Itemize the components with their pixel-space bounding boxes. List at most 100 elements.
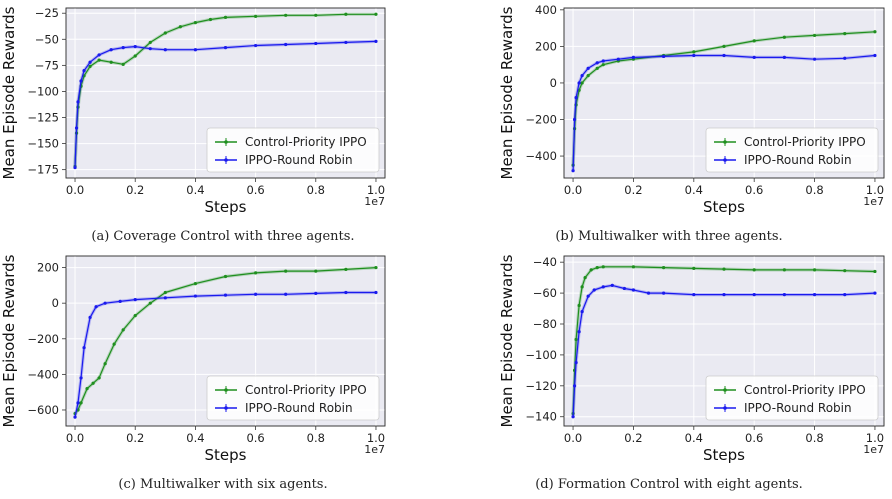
chart-2: −600 −400 −200 0 200 0.0 0.2 0.4 0.6 0.8 1.0 Steps M…	[0, 254, 386, 464]
data-point	[193, 294, 198, 298]
data-point	[103, 301, 107, 305]
legend-label: Control-Priority IPPO	[245, 135, 367, 149]
legend-box	[705, 127, 879, 173]
legend-label: Control-Priority IPPO	[744, 135, 866, 149]
legend-label: IPPO-Round Robin	[245, 401, 353, 415]
data-point	[193, 48, 198, 52]
data-point	[580, 74, 584, 78]
data-point	[752, 268, 756, 272]
data-point	[662, 54, 666, 59]
data-point	[314, 269, 318, 273]
data-point	[571, 169, 575, 173]
y-tick-label: −175	[27, 163, 59, 177]
data-point	[253, 292, 258, 296]
data-point	[88, 64, 92, 69]
data-point	[344, 40, 348, 45]
data-point	[82, 68, 86, 73]
y-tick-label: −140	[525, 410, 557, 424]
series-line	[572, 284, 875, 417]
data-point	[121, 62, 125, 66]
data-point	[572, 384, 577, 388]
x-tick-label: 0.4	[186, 431, 204, 445]
data-point	[873, 53, 877, 58]
y-tick-label: −50	[35, 32, 59, 46]
legend-label: IPPO-Round Robin	[744, 153, 852, 167]
x-axis-label: Steps	[205, 446, 247, 464]
data-point	[85, 387, 89, 391]
data-point	[577, 303, 581, 308]
data-point	[595, 66, 599, 70]
x-tick-label: 1.0	[367, 431, 385, 445]
data-point	[843, 31, 847, 36]
data-point	[97, 58, 101, 62]
y-tick-label: 400	[535, 3, 557, 17]
data-point	[574, 361, 578, 365]
legend-box	[206, 375, 380, 421]
data-point	[595, 265, 599, 270]
legend: Control-Priority IPPO IPPO-Round Robin	[206, 375, 380, 421]
data-point	[109, 60, 113, 64]
data-point	[577, 330, 581, 334]
data-point	[223, 15, 228, 19]
data-point	[692, 266, 696, 270]
y-axis-label: Mean Episode Rewards	[0, 254, 18, 427]
data-point	[88, 315, 92, 320]
x-tick-label: 0.2	[624, 431, 642, 445]
data-point	[344, 290, 348, 295]
x-tick-label: 0.6	[246, 183, 264, 197]
data-point	[79, 79, 83, 83]
data-point	[253, 14, 258, 18]
data-point	[782, 35, 786, 39]
y-tick-label: 0	[52, 296, 59, 310]
legend: Control-Priority IPPO IPPO-Round Robin	[705, 127, 879, 173]
chart-3: −140 −120 −100 −80 −60 −40 0.0 0.2 0.4 0.6 0.8 1.0 S…	[498, 254, 885, 464]
y-axis-label: Mean Episode Rewards	[498, 6, 516, 179]
caption-c: (c) Multiwalker with six agents.	[118, 477, 328, 492]
data-point	[722, 53, 726, 58]
legend-label: Control-Priority IPPO	[744, 383, 866, 397]
x-tick-label: 0.2	[624, 183, 642, 197]
x-tick-label: 1.0	[866, 183, 884, 197]
x-tick-label: 1.0	[866, 431, 884, 445]
y-tick-label: −200	[525, 113, 557, 127]
data-point	[622, 286, 626, 291]
x-exponent-label: 1e7	[364, 195, 385, 208]
series-1	[571, 53, 877, 173]
x-tick-label: 0.2	[126, 183, 144, 197]
data-point	[314, 41, 318, 46]
data-point	[843, 269, 847, 273]
data-point	[812, 33, 817, 38]
data-point	[314, 291, 318, 295]
x-tick-label: 0.8	[307, 183, 325, 197]
data-point	[843, 293, 847, 297]
data-point	[76, 100, 80, 104]
legend: Control-Priority IPPO IPPO-Round Robin	[206, 127, 380, 173]
data-point	[574, 95, 578, 100]
data-point	[571, 415, 575, 419]
data-point	[782, 268, 786, 272]
data-point	[873, 269, 877, 274]
caption-b: (b) Multiwalker with three agents.	[555, 229, 783, 244]
x-tick-label: 0.6	[745, 431, 763, 445]
data-point	[610, 283, 614, 287]
data-point	[344, 267, 348, 271]
x-tick-label: 0.8	[805, 431, 823, 445]
data-point	[722, 293, 726, 297]
data-point	[812, 268, 817, 272]
series-1	[73, 290, 378, 419]
data-point	[163, 48, 167, 52]
data-point	[873, 291, 877, 295]
data-point	[223, 274, 228, 279]
data-point	[284, 42, 288, 47]
data-point	[374, 265, 378, 270]
data-point	[109, 48, 113, 52]
x-tick-label: 0.6	[246, 431, 264, 445]
legend: Control-Priority IPPO IPPO-Round Robin	[705, 375, 879, 421]
data-point	[782, 293, 786, 297]
data-point	[344, 12, 348, 16]
data-point	[692, 293, 696, 297]
data-point	[662, 291, 666, 295]
data-point	[873, 30, 877, 34]
data-point	[572, 117, 577, 122]
legend-label: IPPO-Round Robin	[245, 153, 353, 167]
